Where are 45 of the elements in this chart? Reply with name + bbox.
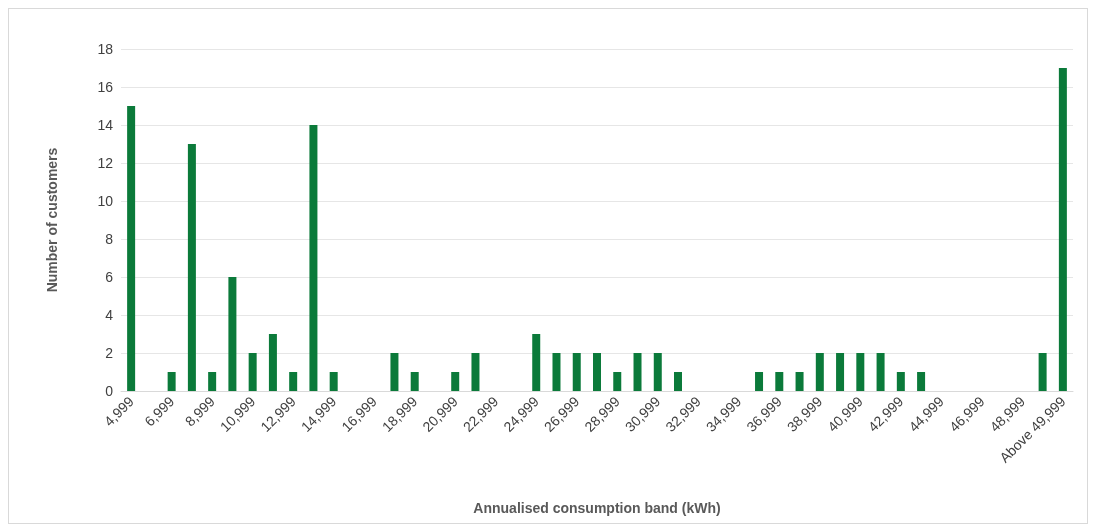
y-tick-label: 14 (97, 117, 114, 133)
bar (228, 277, 237, 391)
y-axis-title: Number of customers (44, 147, 60, 293)
bar (187, 144, 196, 391)
bar (532, 334, 541, 391)
bar (390, 353, 399, 391)
bar (815, 353, 824, 391)
bar (1058, 68, 1067, 391)
y-tick-label: 0 (105, 383, 114, 399)
bar (593, 353, 601, 391)
bar (552, 353, 561, 391)
y-tick-label: 4 (105, 307, 114, 323)
y-tick-label: 2 (105, 345, 114, 361)
bar (572, 353, 581, 391)
bar (208, 372, 217, 391)
bar (836, 353, 845, 391)
bar (633, 353, 642, 391)
bar (289, 372, 298, 391)
bar (896, 372, 905, 391)
bar (167, 372, 176, 391)
y-tick-label: 8 (105, 231, 114, 247)
y-tick-label: 10 (97, 193, 114, 209)
x-axis-title: Annualised consumption band (kWh) (473, 500, 721, 516)
bar (653, 353, 662, 391)
bar (755, 372, 764, 391)
bar (127, 106, 136, 391)
bar (613, 372, 622, 391)
bar (876, 353, 885, 391)
y-tick-label: 18 (97, 41, 114, 57)
bar (674, 372, 683, 391)
y-tick-label: 6 (105, 269, 114, 285)
bar (248, 353, 257, 391)
bar (917, 372, 926, 391)
bar (451, 372, 460, 391)
bar (775, 372, 784, 391)
bar (410, 372, 419, 391)
bar (268, 334, 277, 391)
y-tick-label: 12 (97, 155, 114, 171)
bar (329, 372, 338, 391)
y-tick-label: 16 (97, 79, 114, 95)
bar (309, 125, 318, 391)
bar (856, 353, 865, 391)
bar (795, 372, 804, 391)
bar (471, 353, 480, 391)
bar (1038, 353, 1047, 391)
